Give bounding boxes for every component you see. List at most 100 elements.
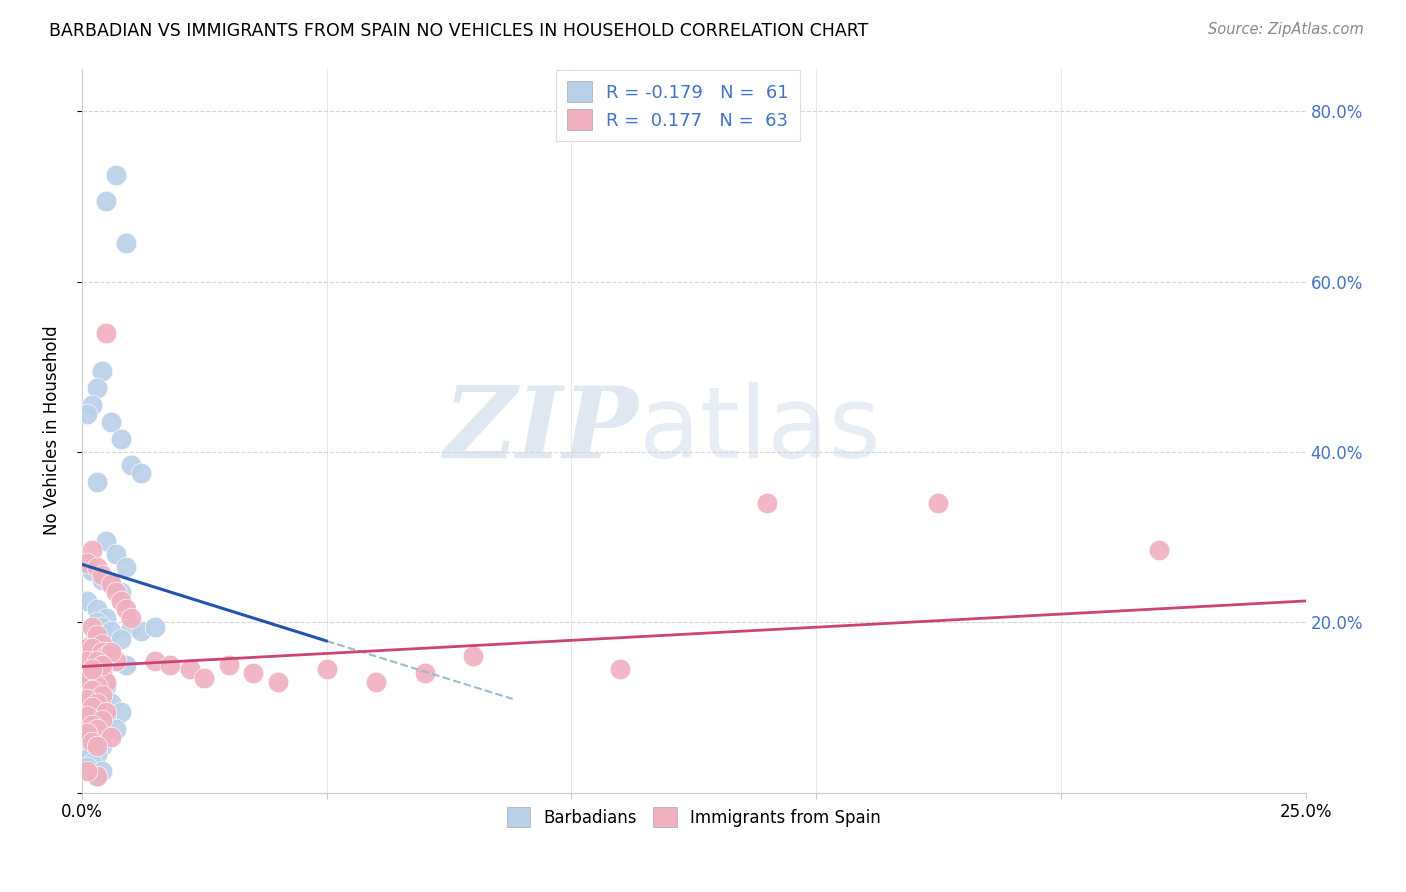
Point [105,722,128,736]
Point [86,381,108,395]
Point [1147,542,1170,557]
Point [242,666,264,681]
Point [96,674,118,689]
Point [80,743,103,757]
Point [105,585,128,599]
Point [413,666,436,681]
Point [76,709,98,723]
Point [105,547,128,561]
Point [80,683,103,698]
Text: BARBADIAN VS IMMIGRANTS FROM SPAIN NO VEHICLES IN HOUSEHOLD CORRELATION CHART: BARBADIAN VS IMMIGRANTS FROM SPAIN NO VE… [49,22,869,40]
Point [115,236,138,251]
Point [100,696,122,710]
Point [76,726,98,740]
Point [315,662,337,676]
Point [86,645,108,659]
Point [96,534,118,549]
Point [105,654,128,668]
Point [76,556,98,570]
Point [76,407,98,421]
Point [145,654,167,668]
Point [96,649,118,664]
Point [86,628,108,642]
Point [80,398,103,412]
Point [80,731,103,745]
Point [96,326,118,340]
Point [218,657,240,672]
Point [96,649,118,664]
Text: Source: ZipAtlas.com: Source: ZipAtlas.com [1208,22,1364,37]
Point [86,645,108,659]
Point [86,769,108,783]
Legend: Barbadians, Immigrants from Spain: Barbadians, Immigrants from Spain [498,799,889,835]
Point [100,577,122,591]
Point [80,717,103,731]
Point [80,636,103,650]
Point [86,739,108,753]
Point [80,640,103,655]
Point [96,611,118,625]
Point [105,654,128,668]
Point [90,636,112,650]
Point [159,657,181,672]
Point [90,568,112,582]
Point [90,657,112,672]
Point [76,751,98,765]
Point [100,649,122,664]
Point [96,705,118,719]
Point [96,194,118,208]
Point [90,573,112,587]
Point [100,624,122,638]
Point [120,619,142,633]
Point [86,747,108,762]
Point [90,688,112,702]
Point [145,619,167,633]
Point [100,415,122,429]
Point [120,458,142,472]
Point [86,475,108,489]
Point [90,764,112,779]
Point [110,632,132,647]
Point [80,542,103,557]
Point [90,666,112,681]
Point [76,671,98,685]
Point [80,564,103,578]
Point [80,756,103,770]
Point [76,594,98,608]
Point [90,739,112,753]
Point [86,696,108,710]
Point [76,671,98,685]
Point [90,688,112,702]
Point [110,432,132,446]
Point [76,760,98,774]
Point [110,585,132,599]
Point [110,594,132,608]
Point [90,666,112,681]
Point [105,168,128,182]
Point [76,717,98,731]
Point [609,662,631,676]
Point [80,709,103,723]
Point [86,602,108,616]
Point [179,662,201,676]
Point [76,734,98,748]
Point [267,674,290,689]
Point [86,679,108,693]
Point [115,602,138,616]
Point [86,726,108,740]
Point [76,654,98,668]
Point [129,466,152,480]
Point [129,624,152,638]
Point [80,683,103,698]
Point [86,560,108,574]
Y-axis label: No Vehicles in Household: No Vehicles in Household [44,326,60,535]
Point [364,674,387,689]
Point [80,662,103,676]
Point [120,611,142,625]
Point [86,700,108,714]
Text: atlas: atlas [638,382,880,479]
Point [115,560,138,574]
Point [100,645,122,659]
Point [463,649,485,664]
Point [96,679,118,693]
